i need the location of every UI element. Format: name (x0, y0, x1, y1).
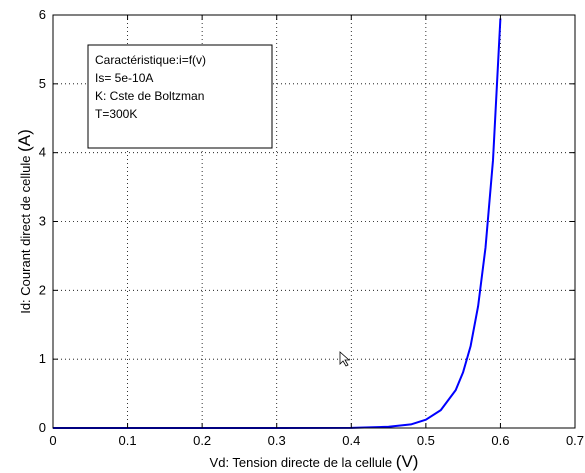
tick-marks (52, 14, 576, 429)
y-axis-unit: (A) (15, 129, 34, 152)
x-tick-label: 0.1 (119, 433, 137, 448)
grid-lines (53, 15, 575, 428)
x-axis-label: Vd: Tension directe de la cellule (V) (210, 452, 419, 471)
x-tick-label: 0.3 (268, 433, 286, 448)
mouse-pointer-icon (339, 351, 351, 367)
y-tick-label: 1 (39, 351, 46, 366)
x-tick-label: 0.6 (491, 433, 509, 448)
annotation-line: T=300K (95, 107, 137, 121)
x-tick-label: 0.7 (566, 433, 584, 448)
annotation-line: K: Cste de Boltzman (95, 89, 204, 103)
x-tick-label: 0.5 (417, 433, 435, 448)
x-tick-label: 0.2 (193, 433, 211, 448)
y-tick-label: 4 (39, 145, 46, 160)
y-tick-label: 0 (39, 420, 46, 435)
y-tick-label: 3 (39, 214, 46, 229)
annotation-line: Caractéristique:i=f(v) (95, 53, 206, 67)
annotation-line: Is= 5e-10A (95, 71, 153, 85)
tick-labels: 0 0.1 0.2 0.3 0.4 0.5 0.6 0.7 0 1 2 3 4 5 6 (39, 7, 584, 448)
x-tick-label: 0.4 (342, 433, 360, 448)
x-axis-unit: (V) (396, 452, 419, 471)
x-tick-label: 0 (49, 433, 56, 448)
y-tick-label: 2 (39, 282, 46, 297)
y-tick-label: 5 (39, 76, 46, 91)
annotation-box: Caractéristique:i=f(v) Is= 5e-10A K: Cst… (87, 44, 273, 149)
y-tick-label: 6 (39, 7, 46, 22)
y-axis-label: Id: Courant direct de cellule (A) (15, 129, 34, 314)
